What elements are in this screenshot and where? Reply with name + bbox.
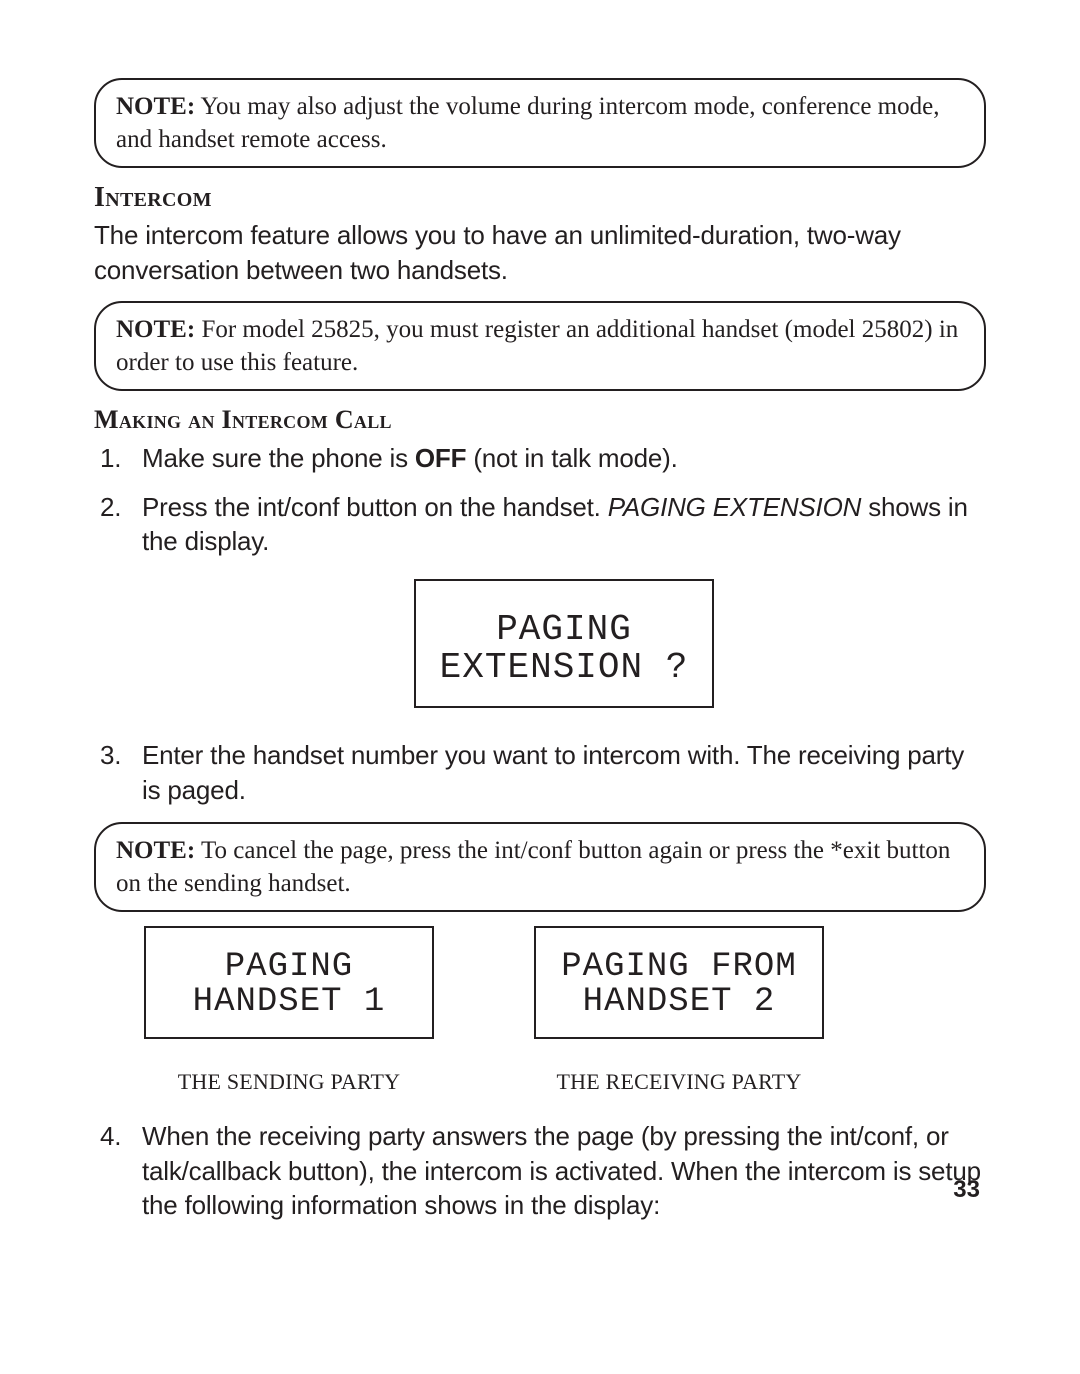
lcd-two-column: PAGING HANDSET 1 THE SENDING PARTY PAGIN…: [144, 926, 986, 1095]
steps-list-cont: When the receiving party answers the pag…: [94, 1119, 986, 1223]
note-box-model: NOTE: For model 25825, you must register…: [94, 301, 986, 391]
intercom-description: The intercom feature allows you to have …: [94, 218, 986, 287]
lcd-line: HANDSET 1: [160, 985, 418, 1021]
note-prefix: NOTE:: [116, 93, 195, 120]
lcd-display-wrap: PAGING EXTENSION ?: [142, 579, 986, 709]
lcd-line: HANDSET 2: [550, 985, 808, 1021]
step-text: Make sure the phone is: [142, 443, 415, 473]
step-4: When the receiving party answers the pag…: [94, 1119, 986, 1223]
step-text: Press the int/conf button on the handset…: [142, 492, 608, 522]
steps-list: Make sure the phone is OFF (not in talk …: [94, 441, 986, 807]
lcd-paging-extension: PAGING EXTENSION ?: [414, 579, 714, 709]
note-box-volume: NOTE: You may also adjust the volume dur…: [94, 78, 986, 168]
lcd-line: PAGING: [434, 611, 694, 649]
step-2: Press the int/conf button on the handset…: [94, 490, 986, 709]
heading-making-call: Making an Intercom Call: [94, 405, 986, 435]
note-text: To cancel the page, press the int/conf b…: [116, 837, 950, 897]
note-box-cancel: NOTE: To cancel the page, press the int/…: [94, 822, 986, 912]
page-number: 33: [953, 1176, 980, 1204]
manual-page: NOTE: You may also adjust the volume dur…: [0, 0, 1080, 1374]
caption-sending: THE SENDING PARTY: [144, 1069, 434, 1095]
step-bold: OFF: [415, 443, 466, 473]
step-text: Enter the handset number you want to int…: [142, 740, 964, 805]
step-1: Make sure the phone is OFF (not in talk …: [94, 441, 986, 476]
heading-intercom: Intercom: [94, 182, 986, 214]
step-3: Enter the handset number you want to int…: [94, 738, 986, 807]
lcd-sending: PAGING HANDSET 1: [144, 926, 434, 1039]
lcd-line: PAGING: [160, 950, 418, 986]
note-text: You may also adjust the volume during in…: [116, 93, 939, 153]
step-text: When the receiving party answers the pag…: [142, 1121, 981, 1220]
caption-receiving: THE RECEIVING PARTY: [534, 1069, 824, 1095]
note-text: For model 25825, you must register an ad…: [116, 316, 958, 376]
receiving-column: PAGING FROM HANDSET 2 THE RECEIVING PART…: [534, 926, 824, 1095]
lcd-line: EXTENSION ?: [434, 649, 694, 687]
note-prefix: NOTE:: [116, 316, 195, 343]
sending-column: PAGING HANDSET 1 THE SENDING PARTY: [144, 926, 434, 1095]
lcd-receiving: PAGING FROM HANDSET 2: [534, 926, 824, 1039]
note-prefix: NOTE:: [116, 837, 195, 864]
step-text: (not in talk mode).: [466, 443, 677, 473]
step-italic: PAGING EXTENSION: [608, 492, 861, 522]
lcd-line: PAGING FROM: [550, 950, 808, 986]
